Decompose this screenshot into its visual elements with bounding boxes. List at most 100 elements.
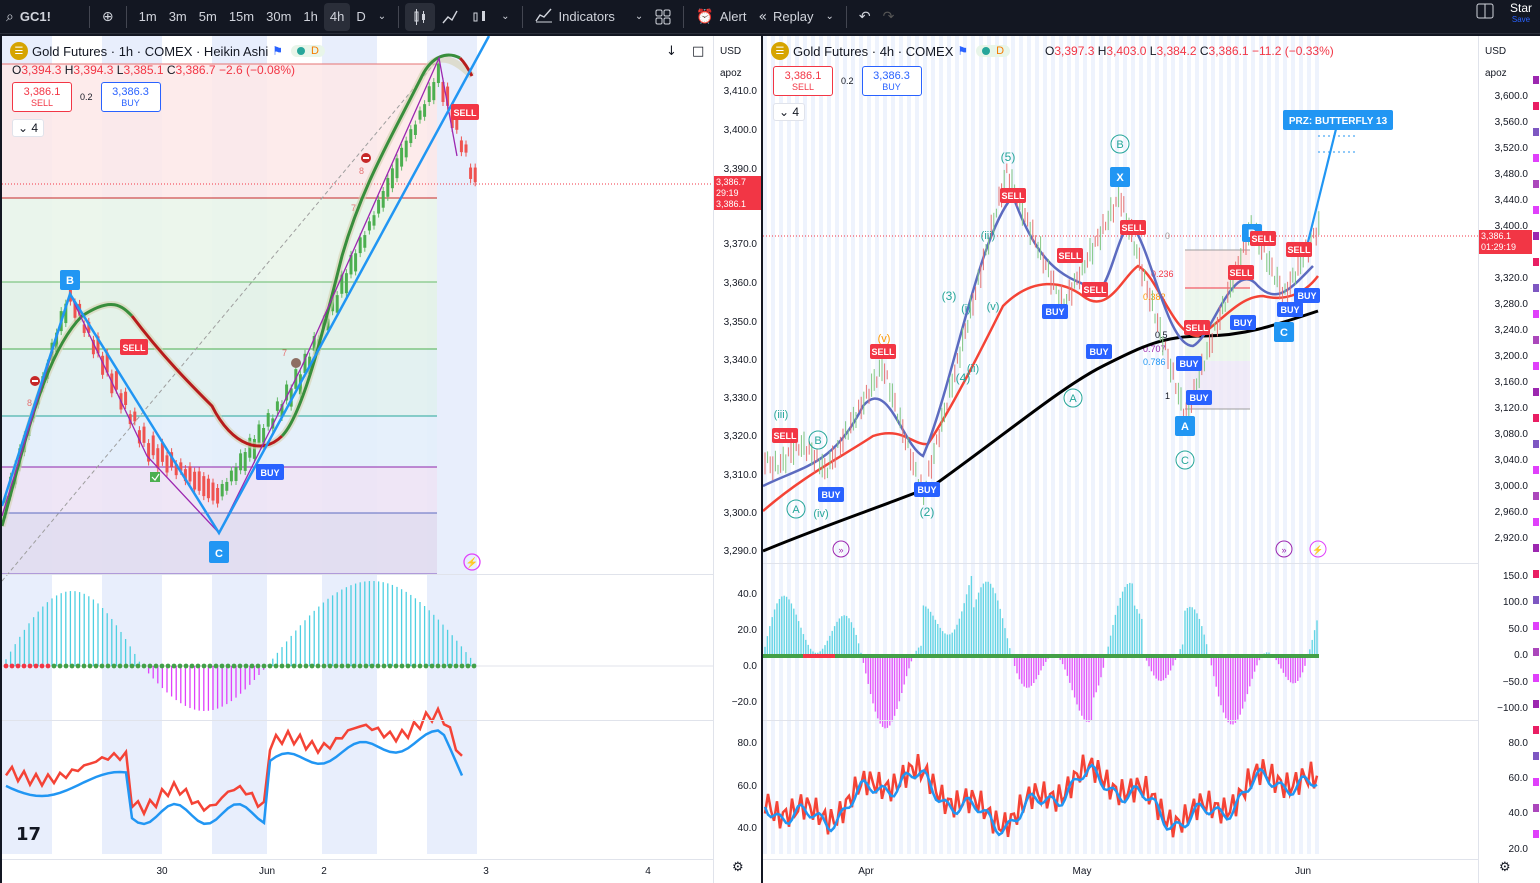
candle-body	[96, 336, 100, 354]
osc-dot	[129, 663, 135, 669]
session-stripe	[1299, 36, 1303, 854]
candle-body	[312, 336, 316, 351]
right-chart-legend[interactable]: ☰ Gold Futures · 4h · COMEX ⚑ D	[771, 42, 1011, 60]
signal-box	[1086, 344, 1112, 359]
script-label[interactable]: apoz	[720, 68, 742, 79]
price-tick: 3,080.0	[1494, 429, 1528, 440]
alert-button[interactable]: ⏰ Alert	[690, 3, 752, 31]
price-tick: 3,350.0	[723, 317, 757, 328]
session-stripe	[1107, 36, 1111, 854]
right-price-axis[interactable]: USD apoz 3,600.0 3,560.0 3,520.0 3,480.0…	[1478, 36, 1532, 883]
strip-mark	[1533, 518, 1539, 526]
signal-box	[1277, 302, 1303, 317]
indicators-button[interactable]: Indicators	[529, 3, 621, 31]
left-chart-canvas[interactable]: B C SELL BUY SELL 8 8 7 7 ⚡	[2, 36, 713, 883]
osc-dot	[303, 663, 309, 669]
candle-body	[73, 302, 77, 318]
currency-label[interactable]: USD	[720, 46, 742, 57]
interval-30m[interactable]: 30m	[266, 9, 292, 24]
session-stripe	[907, 36, 911, 854]
osc-tick: 0.0	[1514, 650, 1528, 661]
left-time-axis[interactable]: 30 Jun 2 3 4	[2, 859, 713, 883]
right-chart-title: Gold Futures · 4h · COMEX	[793, 43, 954, 59]
signal-label: BUY	[1233, 318, 1252, 328]
session-stripe	[1243, 36, 1247, 854]
session-stripe	[939, 36, 943, 854]
sell-button[interactable]: 3,386.1 SELL	[12, 82, 72, 112]
chevron-down-icon[interactable]: ⌄	[501, 11, 510, 22]
candles-icon[interactable]	[405, 2, 436, 31]
osc-dot	[291, 663, 297, 669]
chevron-down-icon[interactable]: ⌄	[377, 11, 387, 22]
osc-dot	[267, 663, 273, 669]
separator	[125, 5, 127, 28]
signal-box	[914, 482, 940, 497]
signal-label: BUY	[917, 485, 936, 495]
line-chart-icon[interactable]	[435, 3, 465, 31]
left-chart-legend[interactable]: ☰ Gold Futures · 1h · COMEX · Heikin Ash…	[10, 42, 325, 60]
pane-separator[interactable]	[763, 563, 1478, 564]
candle-body	[340, 274, 344, 294]
redo-icon[interactable]: ↷	[882, 8, 895, 25]
script-label[interactable]: apoz	[1485, 68, 1507, 79]
layout-panels-icon[interactable]	[1476, 3, 1494, 23]
chevron-down-icon[interactable]: ⌄	[634, 11, 644, 22]
osc-dot	[255, 663, 261, 669]
indicators-collapse-toggle[interactable]: ⌄ 4	[12, 119, 45, 137]
indicators-collapse-toggle[interactable]: ⌄ 4	[773, 103, 806, 121]
right-chart-canvas[interactable]: 0 0.236 0.382 0.5 0.707 0.786 1 PRZ: BUT…	[763, 36, 1478, 883]
buy-button[interactable]: 3,386.3 BUY	[861, 66, 922, 96]
save-button[interactable]: Star Save	[1510, 2, 1532, 24]
osc-dot	[207, 663, 213, 669]
gear-icon[interactable]: ⚙	[732, 860, 744, 875]
wave-label-c: C	[215, 548, 223, 560]
candle-body	[147, 443, 151, 462]
symbol-search[interactable]: ⌕ GC1!	[0, 3, 57, 31]
maximize-icon[interactable]: □	[692, 44, 705, 59]
interval-3m[interactable]: 3m	[168, 9, 187, 24]
osc-dot	[279, 663, 285, 669]
count-8b: 8	[359, 166, 364, 176]
interval-d[interactable]: D	[356, 9, 366, 24]
indicators-icon	[534, 7, 553, 27]
interval-1h[interactable]: 1h	[303, 9, 318, 24]
currency-label[interactable]: USD	[1485, 46, 1507, 57]
flag-icon[interactable]: ⚑	[272, 44, 284, 58]
right-time-axis[interactable]: Apr May Jun	[763, 859, 1478, 883]
osc-dot	[363, 663, 369, 669]
left-chart-pane[interactable]: B C SELL BUY SELL 8 8 7 7 ⚡ ☰ Gold Futur…	[2, 36, 761, 883]
market-status-pill[interactable]: D	[976, 45, 1011, 57]
wave-v: (v)	[987, 301, 1000, 313]
rsi-tick: 80.0	[737, 738, 757, 749]
plus-circle-icon[interactable]: ⊕	[101, 8, 114, 25]
pane-separator[interactable]	[763, 720, 1478, 721]
gear-icon[interactable]: ⚙	[1499, 860, 1511, 875]
session-stripe	[1035, 36, 1039, 854]
undo-icon[interactable]: ↶	[858, 8, 871, 25]
interval-4h[interactable]: 4h	[323, 2, 351, 31]
right-chart-pane[interactable]: 0 0.236 0.382 0.5 0.707 0.786 1 PRZ: BUT…	[763, 36, 1540, 883]
wave-c: C	[1280, 327, 1288, 339]
interval-5m[interactable]: 5m	[198, 9, 217, 24]
candle-body	[257, 424, 261, 444]
pane-separator[interactable]	[2, 574, 713, 575]
download-icon[interactable]: ↓	[666, 44, 677, 59]
market-status-pill[interactable]: D	[291, 45, 325, 57]
flag-icon[interactable]: ⚑	[957, 44, 969, 58]
interval-1m[interactable]: 1m	[138, 9, 157, 24]
tradingview-logo[interactable]: 17	[16, 824, 42, 845]
left-price-axis[interactable]: USD apoz 3,410.0 3,400.0 3,390.0 3,370.0…	[713, 36, 761, 883]
pane-separator[interactable]	[2, 720, 713, 721]
sell-button[interactable]: 3,386.1 SELL	[773, 66, 833, 96]
bar-type-icon[interactable]	[465, 3, 495, 31]
layout-grid-icon[interactable]	[649, 3, 677, 31]
candle-body	[243, 452, 247, 471]
candle-body	[225, 481, 229, 491]
interval-15m[interactable]: 15m	[228, 9, 255, 24]
signal-label: BUY	[1179, 359, 1198, 369]
fib-05: 0.5	[1155, 330, 1168, 340]
strip-mark	[1533, 154, 1539, 162]
chevron-down-icon[interactable]: ⌄	[825, 11, 834, 22]
buy-button[interactable]: 3,386.3 BUY	[100, 82, 161, 112]
replay-button[interactable]: « Replay	[752, 3, 819, 31]
